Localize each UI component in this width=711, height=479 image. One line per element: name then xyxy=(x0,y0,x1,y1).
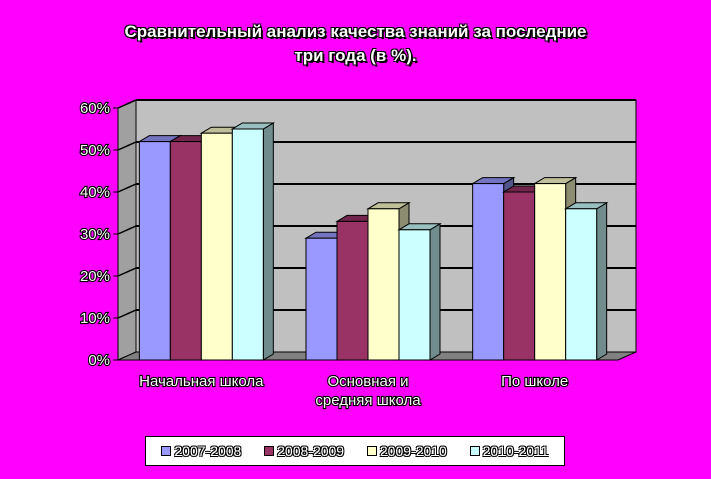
legend-swatch xyxy=(366,446,377,456)
gridline-side xyxy=(117,141,137,151)
x-tick-label: Основная и xyxy=(327,373,408,390)
legend-label: 2010-2011 xyxy=(482,443,549,459)
gridline-side xyxy=(117,267,137,277)
legend-label: 2008-2009 xyxy=(277,443,345,459)
bar xyxy=(398,229,431,361)
x-tick-label: Начальная школа xyxy=(139,373,264,390)
bar-side xyxy=(429,222,441,361)
bar xyxy=(565,208,598,361)
legend-swatch xyxy=(264,446,275,456)
legend-label: 2009-2010 xyxy=(379,443,447,459)
legend-item: 2007-2008 xyxy=(161,443,241,459)
bar xyxy=(503,191,536,361)
bar xyxy=(231,128,264,361)
bar xyxy=(138,141,171,361)
y-tick-label: 0% xyxy=(88,352,110,369)
y-tick-label: 40% xyxy=(80,184,110,201)
gridline-side xyxy=(117,99,137,109)
y-tick-label: 60% xyxy=(80,100,110,117)
legend-item: 2010-2011 xyxy=(469,443,549,459)
chart-title-line-1: Сравнительный анализ качества знаний за … xyxy=(124,22,587,41)
bar-side xyxy=(596,201,608,361)
y-tick-label: 50% xyxy=(80,142,110,159)
legend-item: 2008-2009 xyxy=(264,443,344,459)
y-tick-label: 30% xyxy=(80,226,110,243)
chart-title-line-2: три года (в %). xyxy=(294,46,417,65)
legend-item: 2009-2010 xyxy=(366,443,447,459)
bar xyxy=(305,237,338,361)
legend-swatch xyxy=(469,446,480,456)
bar xyxy=(367,208,400,361)
chart-legend: 2007-2008 2008-2009 2009-2010 2010-2011 xyxy=(145,436,565,466)
bar xyxy=(200,132,233,361)
gridline-side xyxy=(117,183,137,193)
bar xyxy=(169,141,202,361)
bar xyxy=(472,183,505,361)
legend-label: 2007-2008 xyxy=(174,443,242,459)
gridline-side xyxy=(117,309,137,319)
chart-title: Сравнительный анализ качества знаний за … xyxy=(0,20,711,68)
x-tick-label: средняя школа xyxy=(315,392,421,409)
legend-swatch xyxy=(161,446,172,456)
bar xyxy=(534,183,567,361)
y-tick-label: 10% xyxy=(80,310,110,327)
bar xyxy=(336,220,369,361)
bar-side xyxy=(262,122,274,361)
y-tick-label: 20% xyxy=(80,268,110,285)
gridline-side xyxy=(117,225,137,235)
x-tick-label: По школе xyxy=(501,373,568,390)
